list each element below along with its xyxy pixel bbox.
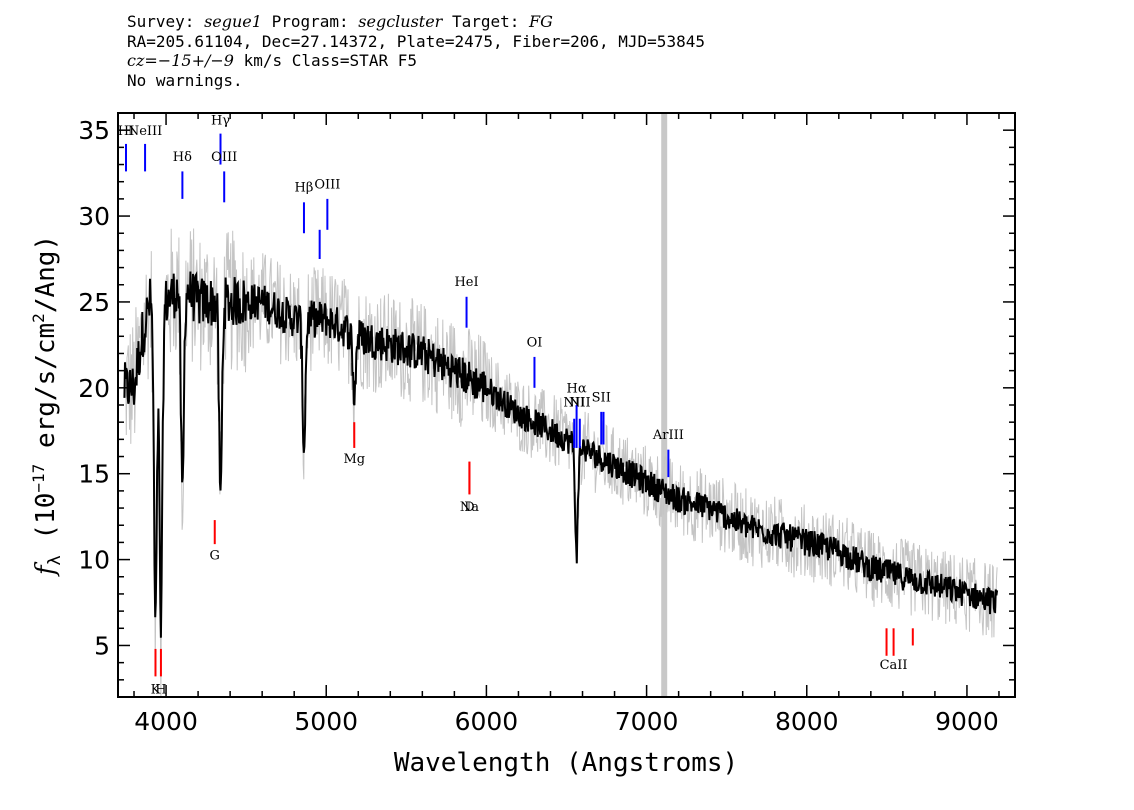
y-tick-label: 25 xyxy=(78,288,110,317)
emission-line-label: NII xyxy=(563,395,585,410)
error-spectrum-line xyxy=(123,228,998,697)
emission-line-label: ArIII xyxy=(652,428,684,443)
absorption-line-label: G xyxy=(210,548,220,563)
x-tick-label: 9000 xyxy=(935,707,999,736)
survey-value: segue1 xyxy=(204,12,262,31)
x-tick-label: 7000 xyxy=(615,707,679,736)
spectrum-header: Survey: segue1 Program: segcluster Targe… xyxy=(127,12,705,90)
y-tick-label: 30 xyxy=(78,202,110,231)
emission-line-label: OIII xyxy=(314,177,340,192)
emission-line-label: OIII xyxy=(211,150,237,165)
y-axis-lambda-subscript: λ xyxy=(45,555,65,565)
y-axis-title: fλ (10−17 erg/s/cm2/Ang) xyxy=(29,235,65,577)
emission-line-label: HI xyxy=(118,124,134,139)
y-tick-label: 15 xyxy=(78,460,110,489)
absorption-line-label: D xyxy=(464,500,474,515)
masked-band xyxy=(661,113,668,697)
x-tick-label: 4000 xyxy=(134,707,198,736)
absorption-line-label: H xyxy=(155,682,166,697)
y-axis-units-mid: erg/s/cm xyxy=(31,323,61,464)
absorption-line-label: CaII xyxy=(880,658,908,673)
cz-label: cz xyxy=(127,51,145,70)
y-tick-label: 5 xyxy=(94,631,110,660)
absorption-line-label: Mg xyxy=(343,452,365,467)
absorption-line-label: K xyxy=(151,682,161,697)
flux-spectrum-line xyxy=(123,271,999,638)
y-axis-units-close: /Ang) xyxy=(31,235,61,313)
program-label: Program: xyxy=(261,12,359,31)
x-axis-title: Wavelength (Angstroms) xyxy=(394,748,738,778)
y-tick-label: 20 xyxy=(78,374,110,403)
masked-wavelength-band xyxy=(661,113,668,697)
y-tick-label: 10 xyxy=(78,546,110,575)
cz-units-class: km/s Class=STAR F5 xyxy=(233,51,417,70)
header-warnings-line: No warnings. xyxy=(127,70,243,90)
emission-line-label: Hβ xyxy=(295,181,314,196)
header-coordinates-line: RA=205.61104, Dec=27.14372, Plate=2475, … xyxy=(127,31,705,51)
emission-line-label: Hδ xyxy=(173,150,192,165)
emission-line-label: HeI xyxy=(454,275,478,290)
x-tick-label: 8000 xyxy=(775,707,839,736)
header-survey-line: Survey: segue1 Program: segcluster Targe… xyxy=(127,12,705,32)
x-tick-label: 5000 xyxy=(294,707,358,736)
axis-ticks: 4000 5000 6000 7000 8000 9000 5 10 15 20 25 30 35 xyxy=(78,112,1015,736)
survey-label: Survey: xyxy=(127,12,205,31)
header-redshift-line: cz=−15+/−9 km/s Class=STAR F5 xyxy=(127,51,705,71)
absorption-line-label: Na xyxy=(460,500,479,515)
target-label: Target: xyxy=(442,12,530,31)
emission-line-label: NeIII xyxy=(128,124,162,139)
emission-line-label: Hγ xyxy=(211,114,230,129)
flux-spectrum xyxy=(123,271,999,638)
emission-line-label: SII xyxy=(592,390,611,405)
flux-error-band xyxy=(123,228,998,697)
y-axis-units-open: (10 xyxy=(31,493,61,556)
program-value: segcluster xyxy=(358,12,443,31)
emission-line-label: Hα xyxy=(567,382,587,397)
y-axis-exponent: −17 xyxy=(29,464,48,493)
y-tick-label: 35 xyxy=(78,116,110,145)
y-axis-area-exponent: 2 xyxy=(29,313,48,323)
x-tick-label: 6000 xyxy=(455,707,519,736)
emission-line-label: OI xyxy=(527,335,543,350)
emission-line-label: NII xyxy=(569,395,591,410)
cz-value: =−15+/−9 xyxy=(144,51,234,70)
target-value: FG xyxy=(529,12,553,31)
